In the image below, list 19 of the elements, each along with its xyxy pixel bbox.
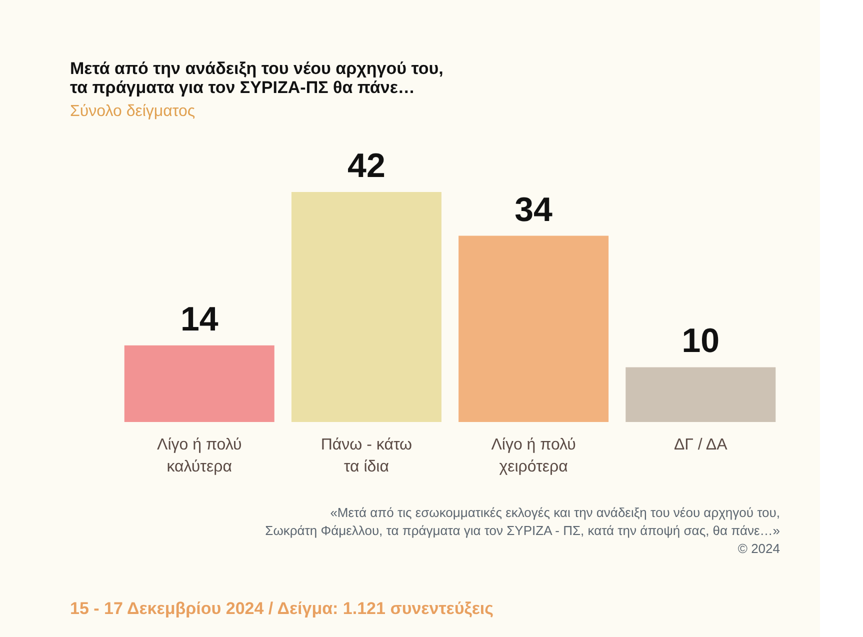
chart-subtitle: Σύνολο δείγματος — [70, 103, 196, 120]
x-tick-label: ΔΓ / ΔΑ — [674, 436, 728, 454]
text: Μετά από την ανάδειξη του νέου αρχηγού του, — [70, 59, 444, 78]
x-tick-label: Λίγο ή πολύ χειρότερα — [491, 436, 576, 476]
data-label: 34 — [514, 190, 553, 229]
text: © 2024 — [738, 541, 780, 556]
data-label: 42 — [348, 147, 386, 185]
bar — [291, 192, 442, 422]
bar — [124, 345, 274, 422]
text: 15 - 17 Δεκεμβρίου 2024 / Δείγμα: 1.121 συνεντεύξεις — [70, 599, 494, 618]
text: «Μετά από τις εσωκομματικές εκλογές και την ανάδειξη του νέου αρχηγού του, — [330, 505, 780, 520]
data-label: 10 — [682, 322, 720, 360]
data-label: 14 — [180, 300, 218, 338]
bar — [458, 236, 609, 422]
x-tick-label: Λίγο ή πολύ καλύτερα — [157, 436, 242, 476]
bar — [626, 367, 776, 422]
text: τα πράγματα για τον ΣΥΡΙΖΑ-ΠΣ θα πάνε… — [70, 78, 415, 97]
x-tick-label: Πάνω - κάτω τα ίδια — [320, 436, 412, 476]
text: Σωκράτη Φάμελλου, τα πράγματα για τον ΣΥΡΙΖΑ - ΠΣ, κατά την άποψή σας, θα πάνε…» — [265, 523, 780, 538]
